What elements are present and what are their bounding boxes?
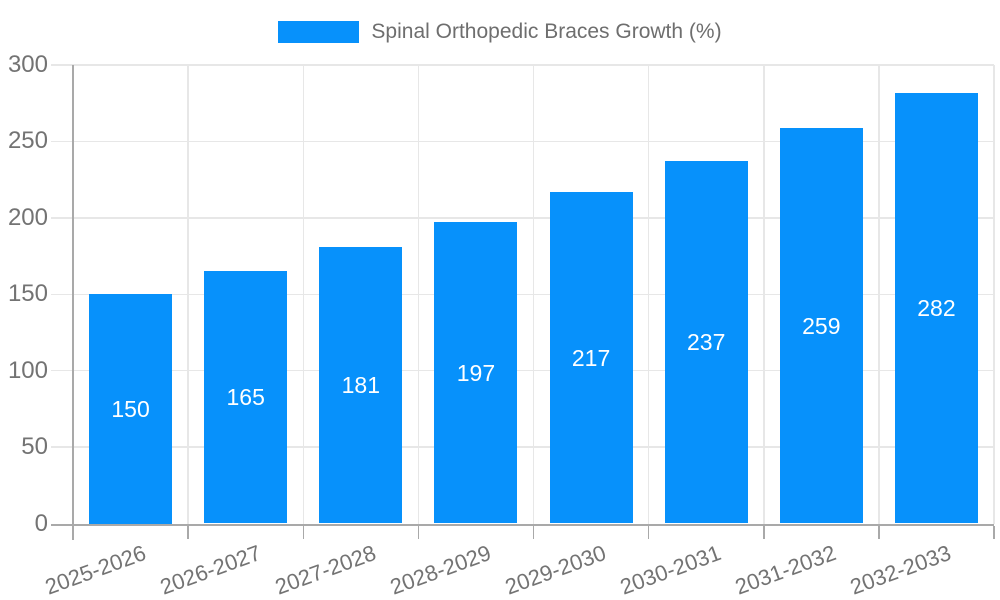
chart-legend[interactable]: Spinal Orthopedic Braces Growth (%) (0, 19, 1000, 45)
bar-value-label: 197 (456, 359, 496, 386)
bar-2025-2026[interactable] (89, 294, 173, 524)
x-axis-tick (72, 525, 74, 539)
bar-value-label: 165 (226, 384, 265, 411)
bar-2028-2029[interactable] (434, 222, 518, 524)
gridline-horizontal (51, 217, 994, 219)
legend-color-swatch (278, 21, 360, 43)
gridline-horizontal (51, 446, 994, 448)
bar-value-label: 217 (571, 344, 611, 371)
gridline-vertical (302, 65, 304, 524)
bar-2026-2027[interactable] (204, 271, 288, 524)
gridline-horizontal (51, 293, 994, 295)
bar-value-label: 282 (917, 295, 956, 321)
y-axis-tick-label: 200 (7, 203, 48, 231)
gridline-horizontal (51, 64, 994, 66)
bar-2029-2030[interactable] (549, 191, 633, 524)
gridline-vertical (532, 65, 535, 524)
y-axis-tick-label: 250 (7, 127, 48, 155)
bar-value-label: 150 (111, 395, 150, 422)
y-axis-tick-label: 100 (7, 356, 48, 384)
y-axis-tick-label: 300 (7, 51, 48, 78)
y-axis-tick-label: 150 (7, 280, 48, 308)
x-axis-tick (763, 525, 765, 539)
bar-value-label: 181 (341, 372, 380, 399)
gridline-vertical (993, 65, 995, 524)
x-axis-tick (532, 525, 535, 539)
gridline-vertical (647, 65, 650, 524)
bar-2032-2033[interactable] (894, 92, 978, 524)
bar-value-label: 259 (802, 312, 841, 339)
x-axis-tick (647, 525, 650, 539)
x-axis-tick (993, 525, 995, 539)
y-axis-tick-label: 50 (21, 433, 48, 461)
gridline-vertical (417, 65, 420, 524)
bar-2027-2028[interactable] (319, 246, 403, 524)
x-axis-tick (187, 525, 189, 539)
gridline-vertical (878, 65, 880, 524)
gridline-horizontal (51, 369, 994, 372)
bar-2031-2032[interactable] (779, 127, 863, 524)
y-axis-line (72, 65, 74, 540)
x-axis-tick (417, 525, 420, 539)
gridline-horizontal (51, 140, 994, 143)
gridline-vertical (763, 65, 765, 524)
legend-label: Spinal Orthopedic Braces Growth (%) (371, 20, 722, 43)
gridline-vertical (187, 65, 189, 524)
y-axis-tick-label: 0 (34, 509, 48, 537)
x-axis-tick (302, 525, 304, 539)
bar-value-label: 237 (687, 329, 726, 356)
x-axis-line (51, 523, 994, 526)
x-axis-tick (878, 525, 880, 539)
bar-2030-2031[interactable] (664, 161, 748, 524)
